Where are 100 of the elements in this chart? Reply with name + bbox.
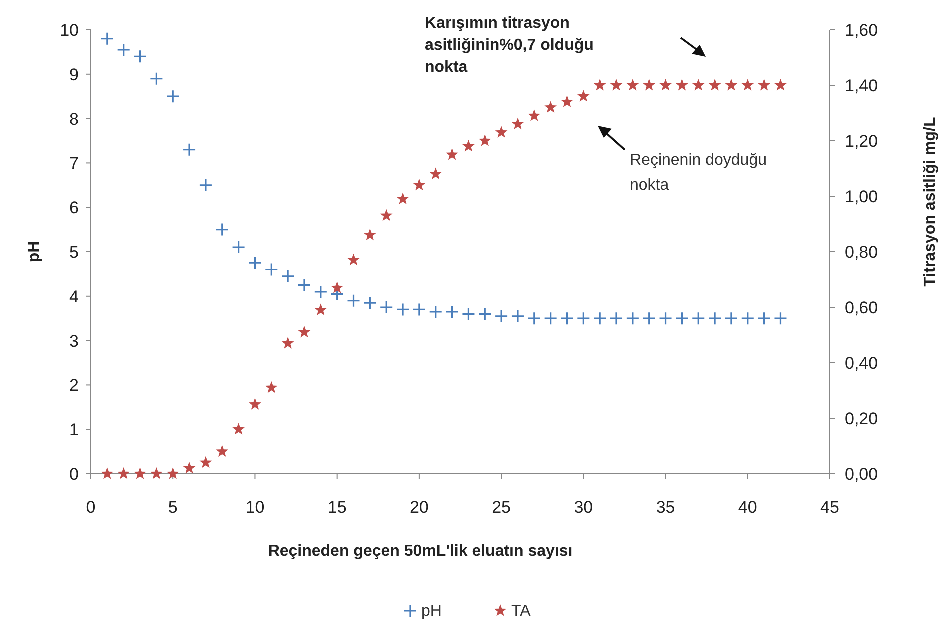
point bbox=[446, 148, 458, 160]
legend-label: TA bbox=[512, 603, 532, 620]
point bbox=[610, 79, 623, 91]
point bbox=[134, 468, 146, 480]
x-tick-label: 5 bbox=[168, 498, 178, 517]
x-tick-label: 30 bbox=[574, 498, 594, 517]
y-tick-label: 4 bbox=[70, 287, 79, 306]
point bbox=[642, 312, 656, 326]
point bbox=[610, 312, 624, 326]
x-tick-label: 0 bbox=[86, 498, 96, 517]
y-tick-label: 5 bbox=[70, 243, 79, 262]
point bbox=[544, 312, 558, 326]
point bbox=[692, 312, 706, 326]
y2-tick-label: 1,60 bbox=[845, 21, 878, 40]
point bbox=[495, 126, 508, 138]
point bbox=[265, 381, 278, 394]
point bbox=[774, 79, 787, 91]
annotation: Reçinenin doyduğu nokta bbox=[630, 152, 767, 194]
point bbox=[576, 312, 590, 326]
point bbox=[577, 90, 590, 102]
x-tick-label: 15 bbox=[328, 498, 347, 517]
x-tick-label: 20 bbox=[410, 498, 429, 517]
point bbox=[675, 312, 689, 326]
point bbox=[364, 228, 376, 241]
point bbox=[216, 445, 229, 458]
point bbox=[445, 305, 460, 319]
point bbox=[117, 43, 131, 57]
point bbox=[281, 270, 295, 284]
point bbox=[676, 79, 688, 91]
x-tick-label: 35 bbox=[656, 498, 676, 517]
point bbox=[758, 79, 770, 91]
y2-tick-label: 1,40 bbox=[845, 76, 878, 96]
point bbox=[150, 72, 164, 86]
point bbox=[200, 456, 212, 468]
point bbox=[658, 312, 673, 326]
point bbox=[593, 312, 607, 326]
x-tick-label: 40 bbox=[738, 498, 758, 517]
point bbox=[101, 468, 114, 480]
point bbox=[298, 278, 312, 292]
point bbox=[298, 326, 311, 338]
point bbox=[346, 294, 361, 308]
y-tick-label: 8 bbox=[70, 110, 79, 129]
point bbox=[544, 101, 558, 113]
point bbox=[692, 79, 705, 91]
point bbox=[232, 240, 246, 254]
x-tick-label: 10 bbox=[246, 498, 265, 517]
y2-axis-title: Titrasyon asitliği mg/L bbox=[922, 117, 939, 287]
y2-tick-label: 0,60 bbox=[845, 298, 878, 318]
y2-tick-label: 1,00 bbox=[845, 188, 878, 206]
y2-tick-label: 0,80 bbox=[845, 243, 878, 262]
point bbox=[183, 462, 196, 474]
x-tick-label: 25 bbox=[492, 498, 512, 517]
y2-tick-label: 0,00 bbox=[845, 465, 878, 484]
y-tick-label: 10 bbox=[60, 21, 79, 40]
point bbox=[264, 262, 278, 277]
point bbox=[741, 312, 755, 326]
point bbox=[494, 310, 508, 324]
y-axis-title: pH bbox=[26, 241, 43, 263]
point bbox=[348, 254, 360, 266]
y2-tick-label: 0,40 bbox=[845, 354, 878, 373]
legend-label: pH bbox=[422, 603, 442, 620]
point bbox=[314, 285, 328, 299]
point bbox=[232, 423, 245, 435]
point bbox=[512, 118, 524, 130]
point bbox=[248, 256, 262, 270]
point bbox=[478, 307, 492, 321]
point bbox=[282, 337, 294, 349]
point bbox=[413, 178, 426, 191]
y-tick-label: 9 bbox=[70, 65, 79, 84]
point bbox=[594, 79, 606, 91]
x-axis-title: Reçineden geçen 50mL'lik eluatın sayısı bbox=[268, 543, 573, 560]
point bbox=[182, 143, 196, 157]
point bbox=[626, 312, 640, 326]
point bbox=[150, 468, 163, 480]
point bbox=[429, 305, 443, 319]
point bbox=[626, 79, 640, 91]
point bbox=[100, 32, 114, 46]
point bbox=[511, 310, 525, 324]
point bbox=[560, 312, 574, 326]
point bbox=[660, 79, 672, 91]
point bbox=[166, 468, 180, 480]
y-tick-label: 0 bbox=[70, 465, 79, 484]
point bbox=[462, 140, 475, 152]
point bbox=[758, 312, 772, 326]
point bbox=[396, 302, 410, 317]
y-tick-label: 3 bbox=[70, 332, 79, 351]
point bbox=[462, 307, 476, 321]
point bbox=[249, 398, 262, 410]
point bbox=[380, 300, 394, 314]
point bbox=[380, 209, 393, 222]
point bbox=[742, 79, 754, 91]
point bbox=[216, 223, 230, 237]
point bbox=[199, 178, 213, 192]
point bbox=[430, 168, 442, 180]
point bbox=[412, 302, 426, 317]
point bbox=[528, 312, 542, 326]
point bbox=[133, 50, 148, 64]
point bbox=[774, 312, 788, 326]
y2-tick-label: 1,20 bbox=[845, 132, 878, 151]
y2-tick-label: 0,20 bbox=[845, 410, 878, 428]
